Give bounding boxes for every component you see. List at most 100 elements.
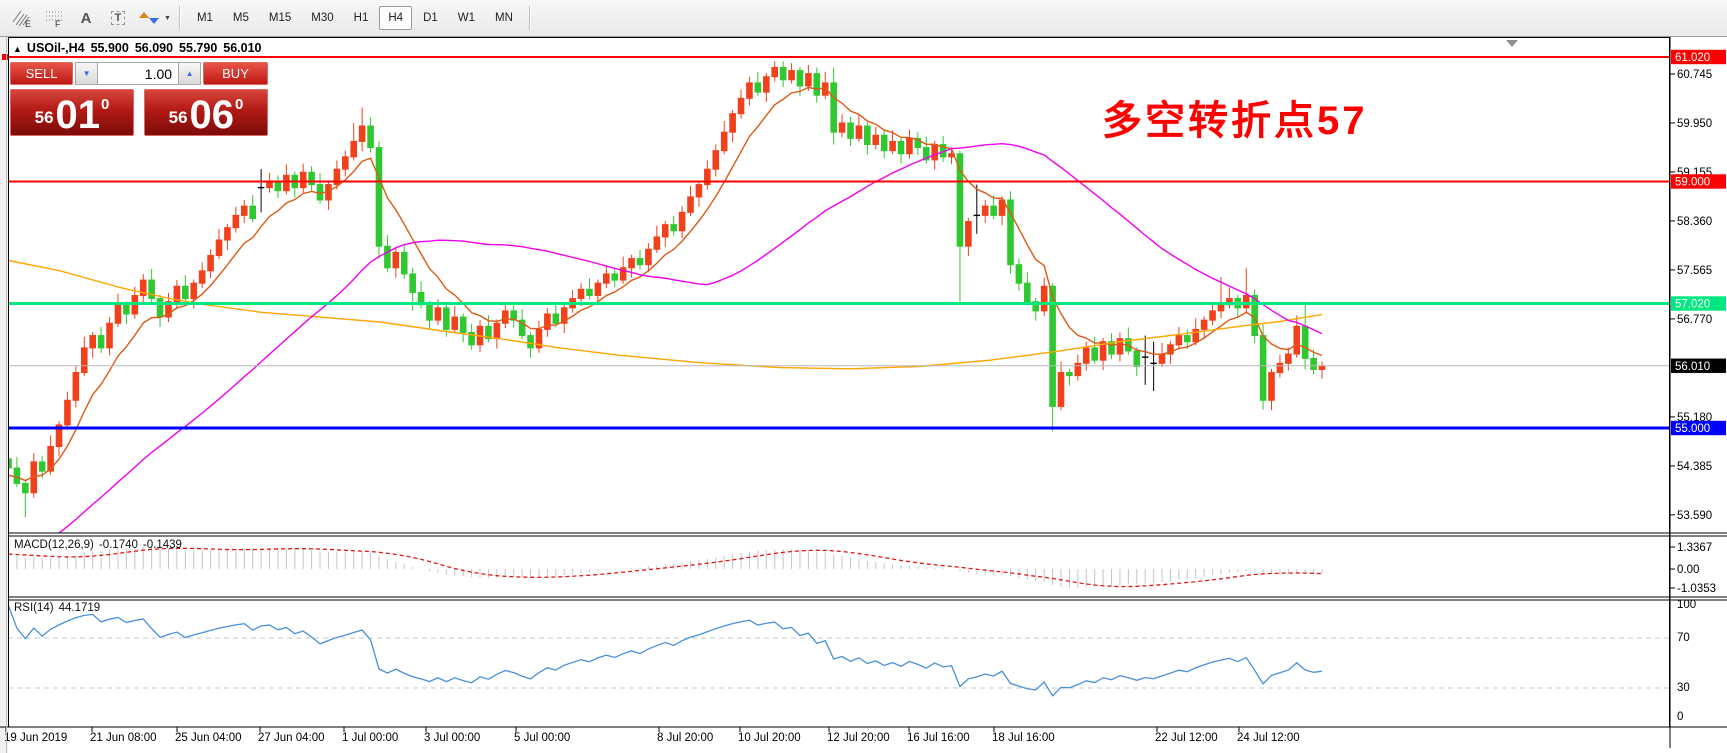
candlestick-series bbox=[8, 61, 1326, 518]
price-tick-label: 59.950 bbox=[1677, 118, 1712, 130]
candle bbox=[80, 336, 88, 377]
timeframe-button-m15[interactable]: M15 bbox=[268, 12, 292, 24]
rsi-scale-label: 70 bbox=[1677, 632, 1690, 644]
macd-scale-label: 0.00 bbox=[1677, 564, 1699, 576]
rsi-line bbox=[8, 605, 1323, 697]
price-tick-label: 53.590 bbox=[1677, 510, 1712, 522]
indicators-icon[interactable]: E bbox=[7, 3, 37, 33]
candle bbox=[880, 129, 888, 159]
candle bbox=[552, 302, 560, 327]
candle bbox=[1242, 267, 1250, 313]
time-axis-label: 22 Jul 12:00 bbox=[1155, 732, 1218, 744]
candle bbox=[687, 185, 694, 216]
candle bbox=[914, 132, 922, 155]
candle bbox=[922, 136, 930, 164]
candle bbox=[838, 114, 846, 138]
timeframe-button-mn[interactable]: MN bbox=[495, 12, 513, 24]
timeframe-button-h1[interactable]: H1 bbox=[353, 12, 369, 24]
candle bbox=[763, 73, 770, 102]
candle bbox=[384, 235, 391, 272]
sell-price-display[interactable]: 56 01 0 bbox=[10, 89, 134, 136]
candle bbox=[678, 206, 686, 239]
time-axis-label: 5 Jul 00:00 bbox=[514, 732, 570, 744]
svg-text:F: F bbox=[55, 19, 61, 28]
candle bbox=[628, 254, 635, 278]
candle bbox=[704, 160, 711, 190]
candle bbox=[139, 273, 147, 303]
candle bbox=[207, 249, 214, 279]
candle bbox=[1007, 191, 1014, 274]
candle bbox=[544, 307, 551, 337]
time-axis-label: 10 Jul 20:00 bbox=[738, 732, 801, 744]
grid-icon[interactable]: F bbox=[39, 3, 69, 33]
volume-increase-button[interactable]: ▲ bbox=[178, 62, 202, 85]
price-tick-label: 57.565 bbox=[1677, 265, 1712, 277]
candle bbox=[1091, 336, 1098, 364]
rsi-scale-label: 100 bbox=[1677, 599, 1696, 611]
candle bbox=[670, 215, 677, 236]
price-axis[interactable]: 60.74559.95059.15558.36057.56556.77055.1… bbox=[1670, 69, 1712, 522]
candle bbox=[367, 117, 374, 153]
candle bbox=[64, 391, 71, 430]
candle bbox=[1032, 297, 1040, 321]
volume-decrease-button[interactable]: ▼ bbox=[75, 62, 99, 85]
timeframe-button-d1[interactable]: D1 bbox=[423, 12, 438, 24]
candle bbox=[956, 150, 964, 302]
line-anchor-marker bbox=[2, 54, 8, 60]
timeframe-toolbar: M1 M5 M15 M30 H1 H4 D1 W1 MN bbox=[187, 6, 523, 30]
candle bbox=[72, 366, 80, 408]
candle bbox=[299, 163, 307, 193]
candle bbox=[788, 63, 795, 84]
candle bbox=[906, 129, 913, 159]
timeframe-button-m30[interactable]: M30 bbox=[311, 12, 334, 24]
sell-price-big-figure: 56 bbox=[34, 108, 54, 127]
svg-text:57.020: 57.020 bbox=[1675, 299, 1710, 311]
chevron-down-icon: ▼ bbox=[82, 69, 91, 78]
volume-input[interactable] bbox=[98, 62, 179, 85]
text-box-icon[interactable]: T bbox=[103, 3, 133, 33]
svg-text:59.000: 59.000 bbox=[1675, 176, 1710, 188]
candle bbox=[889, 130, 896, 155]
candle bbox=[720, 121, 728, 155]
toolbar: E F A T ▼ M1 M5 M15 M30 H1 H4 D1 W1 MN bbox=[0, 0, 1727, 37]
buy-button[interactable]: BUY bbox=[203, 62, 268, 85]
time-axis-label: 27 Jun 04:00 bbox=[258, 732, 325, 744]
time-axis-label: 1 Jul 00:00 bbox=[342, 732, 398, 744]
time-axis-label: 21 Jun 08:00 bbox=[90, 732, 157, 744]
candle bbox=[13, 456, 21, 488]
timeframe-button-m5[interactable]: M5 bbox=[232, 12, 249, 24]
price-tick-label: 56.770 bbox=[1677, 314, 1712, 326]
candle bbox=[22, 479, 29, 518]
text-label-icon[interactable]: A bbox=[80, 9, 92, 27]
sell-button[interactable]: SELL bbox=[10, 62, 74, 85]
candle bbox=[89, 331, 97, 358]
timeframe-button-h4[interactable]: H4 bbox=[379, 6, 413, 30]
trade-panel-collapse-arrow[interactable]: ▲ bbox=[13, 44, 22, 54]
timeframe-button-w1[interactable]: W1 bbox=[457, 12, 476, 24]
arrow-styles-icon[interactable]: ▼ bbox=[135, 3, 172, 33]
time-axis[interactable]: 19 Jun 2019 21 Jun 08:00 25 Jun 04:00 27 Ju… bbox=[4, 727, 1300, 744]
chart-shift-marker[interactable] bbox=[1506, 40, 1518, 47]
candle bbox=[1040, 277, 1048, 316]
candle bbox=[653, 225, 661, 253]
ma-fast bbox=[8, 86, 1323, 482]
buy-price-display[interactable]: 56 06 0 bbox=[144, 89, 268, 136]
timeframe-button-m1[interactable]: M1 bbox=[196, 12, 213, 24]
candle bbox=[586, 278, 593, 300]
doji-candle bbox=[1150, 341, 1157, 392]
quote-low: 55.790 bbox=[179, 41, 218, 55]
candle bbox=[813, 67, 821, 103]
svg-text:E: E bbox=[25, 19, 31, 28]
candle bbox=[283, 164, 290, 195]
time-axis-label: 18 Jul 16:00 bbox=[992, 732, 1055, 744]
price-tick-label: 58.360 bbox=[1677, 216, 1712, 228]
candle bbox=[746, 76, 753, 106]
candle bbox=[342, 150, 349, 177]
candle bbox=[1024, 272, 1031, 306]
candle bbox=[459, 313, 467, 343]
candle bbox=[358, 107, 366, 152]
candle bbox=[1285, 347, 1292, 371]
candle bbox=[350, 122, 358, 161]
